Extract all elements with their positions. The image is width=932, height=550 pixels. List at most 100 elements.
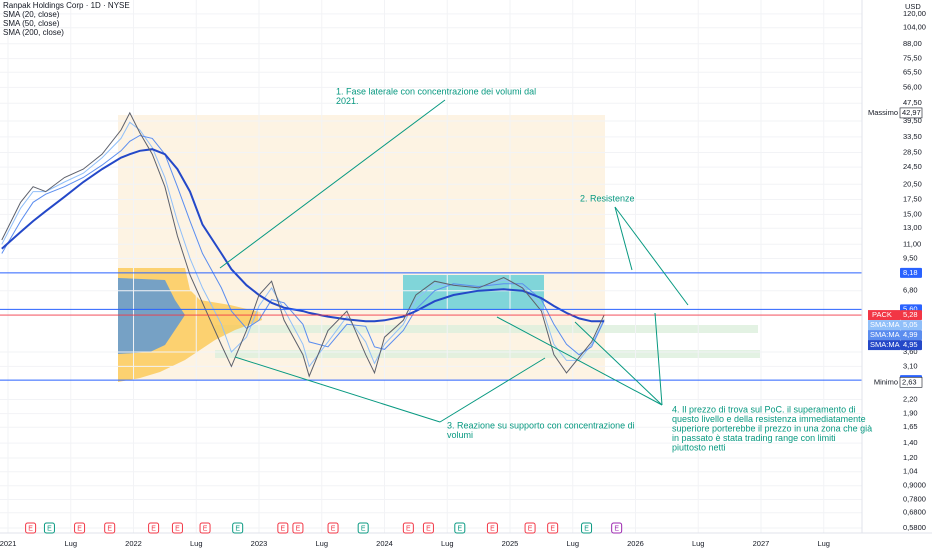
sma-badge: [900, 340, 922, 351]
earnings-marker: [524, 522, 536, 534]
y-tick-label: 75,50: [903, 54, 922, 63]
y-tick-label: 28,50: [903, 147, 922, 156]
y-tick-label: 3,10: [903, 361, 918, 370]
earnings-label: E: [614, 525, 619, 532]
x-tick-label: Lug: [190, 539, 203, 548]
y-tick-label: 2,20: [903, 394, 918, 403]
earnings-marker: [422, 522, 434, 534]
earnings-marker: [171, 522, 183, 534]
y-tick-label: 6,80: [903, 286, 918, 295]
earnings-marker: [454, 522, 466, 534]
sma-badge-label: 4,95: [903, 340, 918, 349]
extreme-badge: [899, 107, 923, 119]
sma-tag: [868, 340, 900, 351]
annotation: in passato è stata trading range con lim…: [672, 433, 836, 443]
x-tick-label: Lug: [566, 539, 579, 548]
y-tick-label: 9,50: [903, 253, 918, 262]
extreme-badge: [899, 376, 923, 388]
earnings-marker: [357, 522, 369, 534]
y-tick-label: 1,40: [903, 438, 918, 447]
legend-entry: SMA (200, close): [3, 28, 64, 37]
y-tick-label: 120,00: [903, 9, 926, 18]
annotation: piuttosto netti: [672, 442, 726, 452]
currency: USD: [905, 2, 921, 11]
arrow: [614, 206, 633, 271]
earnings-marker: [292, 522, 304, 534]
sma-tag-label: SMA:MA: [870, 320, 900, 329]
chart-title: Ranpak Holdings Corp · 1D · NYSE: [3, 1, 130, 10]
zone: [215, 325, 758, 333]
y-tick-label: 1,65: [903, 422, 918, 431]
x-tick-label: 2023: [251, 539, 268, 548]
arrow: [496, 316, 663, 406]
arrows: [219, 99, 689, 423]
x-tick-label: Lug: [441, 539, 454, 548]
annotation: 4. Il prezzo di trova sul PoC. il supera…: [672, 404, 856, 414]
x-tick-label: 2021: [0, 539, 16, 548]
earnings-marker: [327, 522, 339, 534]
extreme-name: Massimo: [868, 108, 898, 117]
annotation: 2021.: [336, 96, 359, 106]
level-badge: [900, 267, 922, 278]
extreme-label: 42,97: [902, 108, 921, 117]
legend-entry: SMA (50, close): [3, 19, 60, 28]
arrow: [574, 321, 663, 406]
earnings-marker: [581, 522, 593, 534]
x-tick-label: 2025: [502, 539, 519, 548]
price-badge: [900, 310, 922, 321]
x-tick-label: Lug: [316, 539, 329, 548]
sma-badge-label: 5,05: [903, 320, 918, 329]
sma-badge: [900, 330, 922, 341]
sma-line: [1, 148, 605, 323]
x-tick-label: Lug: [817, 539, 830, 548]
zone: [215, 350, 760, 358]
x-tick-label: Lug: [65, 539, 78, 548]
earnings-label: E: [490, 525, 495, 532]
earnings-marker: [25, 522, 37, 534]
earnings-marker: [232, 522, 244, 534]
level-badge-label: 5,60: [903, 304, 918, 313]
earnings-marker: [199, 522, 211, 534]
earnings-label: E: [331, 525, 336, 532]
earnings-label: E: [151, 525, 156, 532]
price-badge-label: 5,28: [903, 310, 918, 319]
earnings-marker: [277, 522, 289, 534]
earnings-label: E: [235, 525, 240, 532]
y-tick-label: 20,50: [903, 179, 922, 188]
arrow: [439, 357, 546, 423]
sma-badge-label: 4,99: [903, 330, 918, 339]
sma-tag: [868, 320, 900, 331]
earnings-marker: [104, 522, 116, 534]
plot: [0, 111, 862, 381]
sma-badge: [900, 320, 922, 331]
extreme-name: Minimo: [874, 377, 898, 386]
earnings-label: E: [584, 525, 589, 532]
level-badge-label: 8,18: [903, 268, 918, 277]
y-tick-label: 0,9000: [903, 481, 926, 490]
y-tick-label: 15,00: [903, 209, 922, 218]
sma-tag: [868, 330, 900, 341]
sma-line: [1, 134, 605, 356]
earnings-marker: [43, 522, 55, 534]
sma-tag-label: SMA:MA: [870, 340, 900, 349]
y-tick-label: 88,00: [903, 39, 922, 48]
annotation: 2. Resistenze: [580, 193, 635, 203]
earnings-label: E: [361, 525, 366, 532]
earnings-label: E: [426, 525, 431, 532]
grid: [0, 0, 862, 533]
x-tick-label: Lug: [692, 539, 705, 548]
earnings-marker: [402, 522, 414, 534]
annotation: volumi: [447, 430, 473, 440]
y-tick-label: 39,50: [903, 116, 922, 125]
earnings-label: E: [406, 525, 411, 532]
y-tick-label: 47,50: [903, 98, 922, 107]
volume-profile: [118, 278, 185, 354]
earnings-label: E: [281, 525, 286, 532]
arrow: [234, 356, 441, 423]
annotation: questo livello e della resistenza immedi…: [672, 414, 866, 424]
extreme-label: 2,63: [902, 377, 917, 386]
arrow: [614, 206, 689, 306]
annotation: superiore porterebbe il prezzo in una zo…: [672, 423, 872, 433]
